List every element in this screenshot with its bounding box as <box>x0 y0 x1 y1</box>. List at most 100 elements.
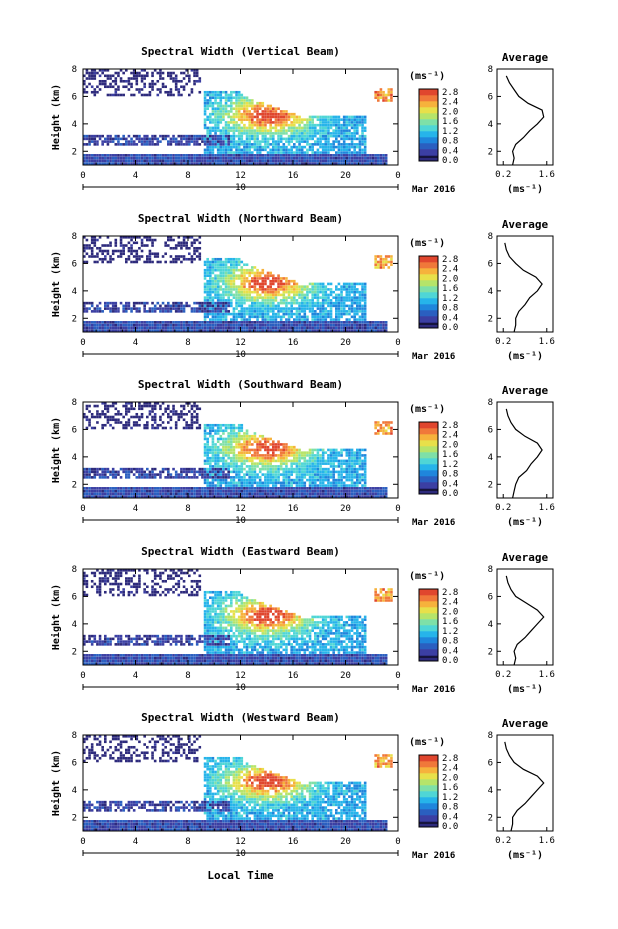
colorbar-segment <box>419 589 438 596</box>
average-frame <box>496 734 554 832</box>
colorbar-unit: (ms⁻¹) <box>409 238 445 249</box>
date-day-label: 10 <box>235 683 246 693</box>
average-frame <box>496 401 554 499</box>
colorbar-segment <box>419 316 438 323</box>
y-tick-label: 4 <box>72 287 77 297</box>
colorbar-unit: (ms⁻¹) <box>409 737 445 748</box>
date-month-label: Mar 2016 <box>412 352 455 362</box>
x-tick-label: 12 <box>235 338 246 348</box>
colorbar-segment <box>419 625 438 632</box>
colorbar-tick-label: 0.8 <box>442 803 458 813</box>
x-tick-label: 12 <box>235 171 246 181</box>
average-x-tick-label: 0.2 <box>495 337 511 347</box>
colorbar-tick-label: 1.6 <box>442 450 458 460</box>
colorbar-tick-label: 2.8 <box>442 754 458 764</box>
x-tick-label: 4 <box>133 338 138 348</box>
y-tick-label: 2 <box>72 813 77 823</box>
heatmap-cells <box>83 735 393 831</box>
panel-4: Spectral Width (Eastward Beam)0 4 8 12 16 20 0… <box>50 545 555 695</box>
colorbar-segment <box>419 601 438 608</box>
average-y-tick-label: 4 <box>488 620 493 630</box>
colorbar-segment <box>419 298 438 305</box>
average-x-tick-label: 0.2 <box>495 170 511 180</box>
panel-title: Spectral Width (Northward Beam) <box>138 212 343 225</box>
colorbar-frame <box>418 588 439 662</box>
x-tick-label: 20 <box>340 338 351 348</box>
date-month-label: Mar 2016 <box>412 851 455 861</box>
colorbar-segment <box>419 791 438 798</box>
colorbar-tick-label: 0.0 <box>442 822 458 832</box>
colorbar-segment <box>419 428 438 435</box>
heatmap-cells <box>83 236 393 332</box>
y-tick-label: 6 <box>72 592 77 602</box>
average-profile-line <box>505 575 545 666</box>
colorbar-segment <box>419 89 438 96</box>
average-title: Average <box>502 717 549 730</box>
x-tick-label: 8 <box>185 504 190 514</box>
colorbar-tick-label: 2.8 <box>442 588 458 598</box>
colorbar-tick-label: 0.8 <box>442 304 458 314</box>
colorbar-segment <box>419 137 438 144</box>
x-tick-label: 20 <box>340 671 351 681</box>
colorbar-tick-label: 2.8 <box>442 88 458 98</box>
average-x-tick-label: 1.6 <box>539 170 555 180</box>
average-profile-line <box>504 242 543 333</box>
colorbar-frame <box>418 88 439 162</box>
average-y-tick-label: 2 <box>488 480 493 490</box>
colorbar-segment <box>419 809 438 816</box>
y-tick-label: 2 <box>72 314 77 324</box>
average-y-tick-label: 6 <box>488 92 493 102</box>
date-day-label: 10 <box>235 350 246 360</box>
average-frame <box>496 235 554 333</box>
colorbar-tick-label: 1.6 <box>442 783 458 793</box>
colorbar-segment <box>419 458 438 465</box>
colorbar-tick-label: 0.4 <box>442 812 458 822</box>
average-x-label: (ms⁻¹) <box>507 850 543 861</box>
colorbar-segment <box>419 268 438 275</box>
average-y-tick-label: 8 <box>488 65 493 75</box>
colorbar-tick-label: 2.0 <box>442 274 458 284</box>
y-axis-label: Height (km) <box>50 417 62 483</box>
x-tick-label: 16 <box>288 338 299 348</box>
y-tick-label: 8 <box>72 65 77 75</box>
date-month-label: Mar 2016 <box>412 518 455 528</box>
x-tick-label: 0 <box>80 671 85 681</box>
average-frame <box>496 68 554 166</box>
colorbar-tick-label: 0.8 <box>442 470 458 480</box>
colorbar-segment <box>419 595 438 602</box>
x-tick-label: 0 <box>80 837 85 847</box>
colorbar-tick-label: 0.8 <box>442 137 458 147</box>
colorbar-segment <box>419 101 438 108</box>
colorbar-frame <box>418 421 439 495</box>
heatmap-cells <box>83 569 393 665</box>
colorbar-tick-label: 2.4 <box>442 265 458 275</box>
panel-title: Spectral Width (Eastward Beam) <box>141 545 340 558</box>
average-y-tick-label: 6 <box>488 592 493 602</box>
colorbar-tick-label: 0.0 <box>442 156 458 166</box>
average-x-tick-label: 0.2 <box>495 670 511 680</box>
x-tick-label: 16 <box>288 837 299 847</box>
colorbar-segment <box>419 797 438 804</box>
x-tick-label: 8 <box>185 338 190 348</box>
colorbar-segment <box>419 434 438 441</box>
colorbar-tick-label: 0.8 <box>442 637 458 647</box>
y-tick-label: 2 <box>72 480 77 490</box>
colorbar-tick-label: 0.0 <box>442 656 458 666</box>
x-tick-label: 20 <box>340 504 351 514</box>
colorbar-segment <box>419 476 438 483</box>
colorbar-segment <box>419 440 438 447</box>
panel-title: Spectral Width (Vertical Beam) <box>141 45 340 58</box>
colorbar-tick-label: 1.2 <box>442 127 458 137</box>
colorbar-segment <box>419 779 438 786</box>
x-tick-label: 0 <box>395 171 400 181</box>
y-tick-label: 6 <box>72 92 77 102</box>
average-x-label: (ms⁻¹) <box>507 184 543 195</box>
x-tick-label: 8 <box>185 171 190 181</box>
x-tick-label: 0 <box>395 837 400 847</box>
average-x-tick-label: 1.6 <box>539 503 555 513</box>
x-tick-label: 0 <box>80 504 85 514</box>
average-title: Average <box>502 218 549 231</box>
y-tick-label: 4 <box>72 786 77 796</box>
colorbar-segment <box>419 821 438 828</box>
colorbar-segment <box>419 649 438 656</box>
